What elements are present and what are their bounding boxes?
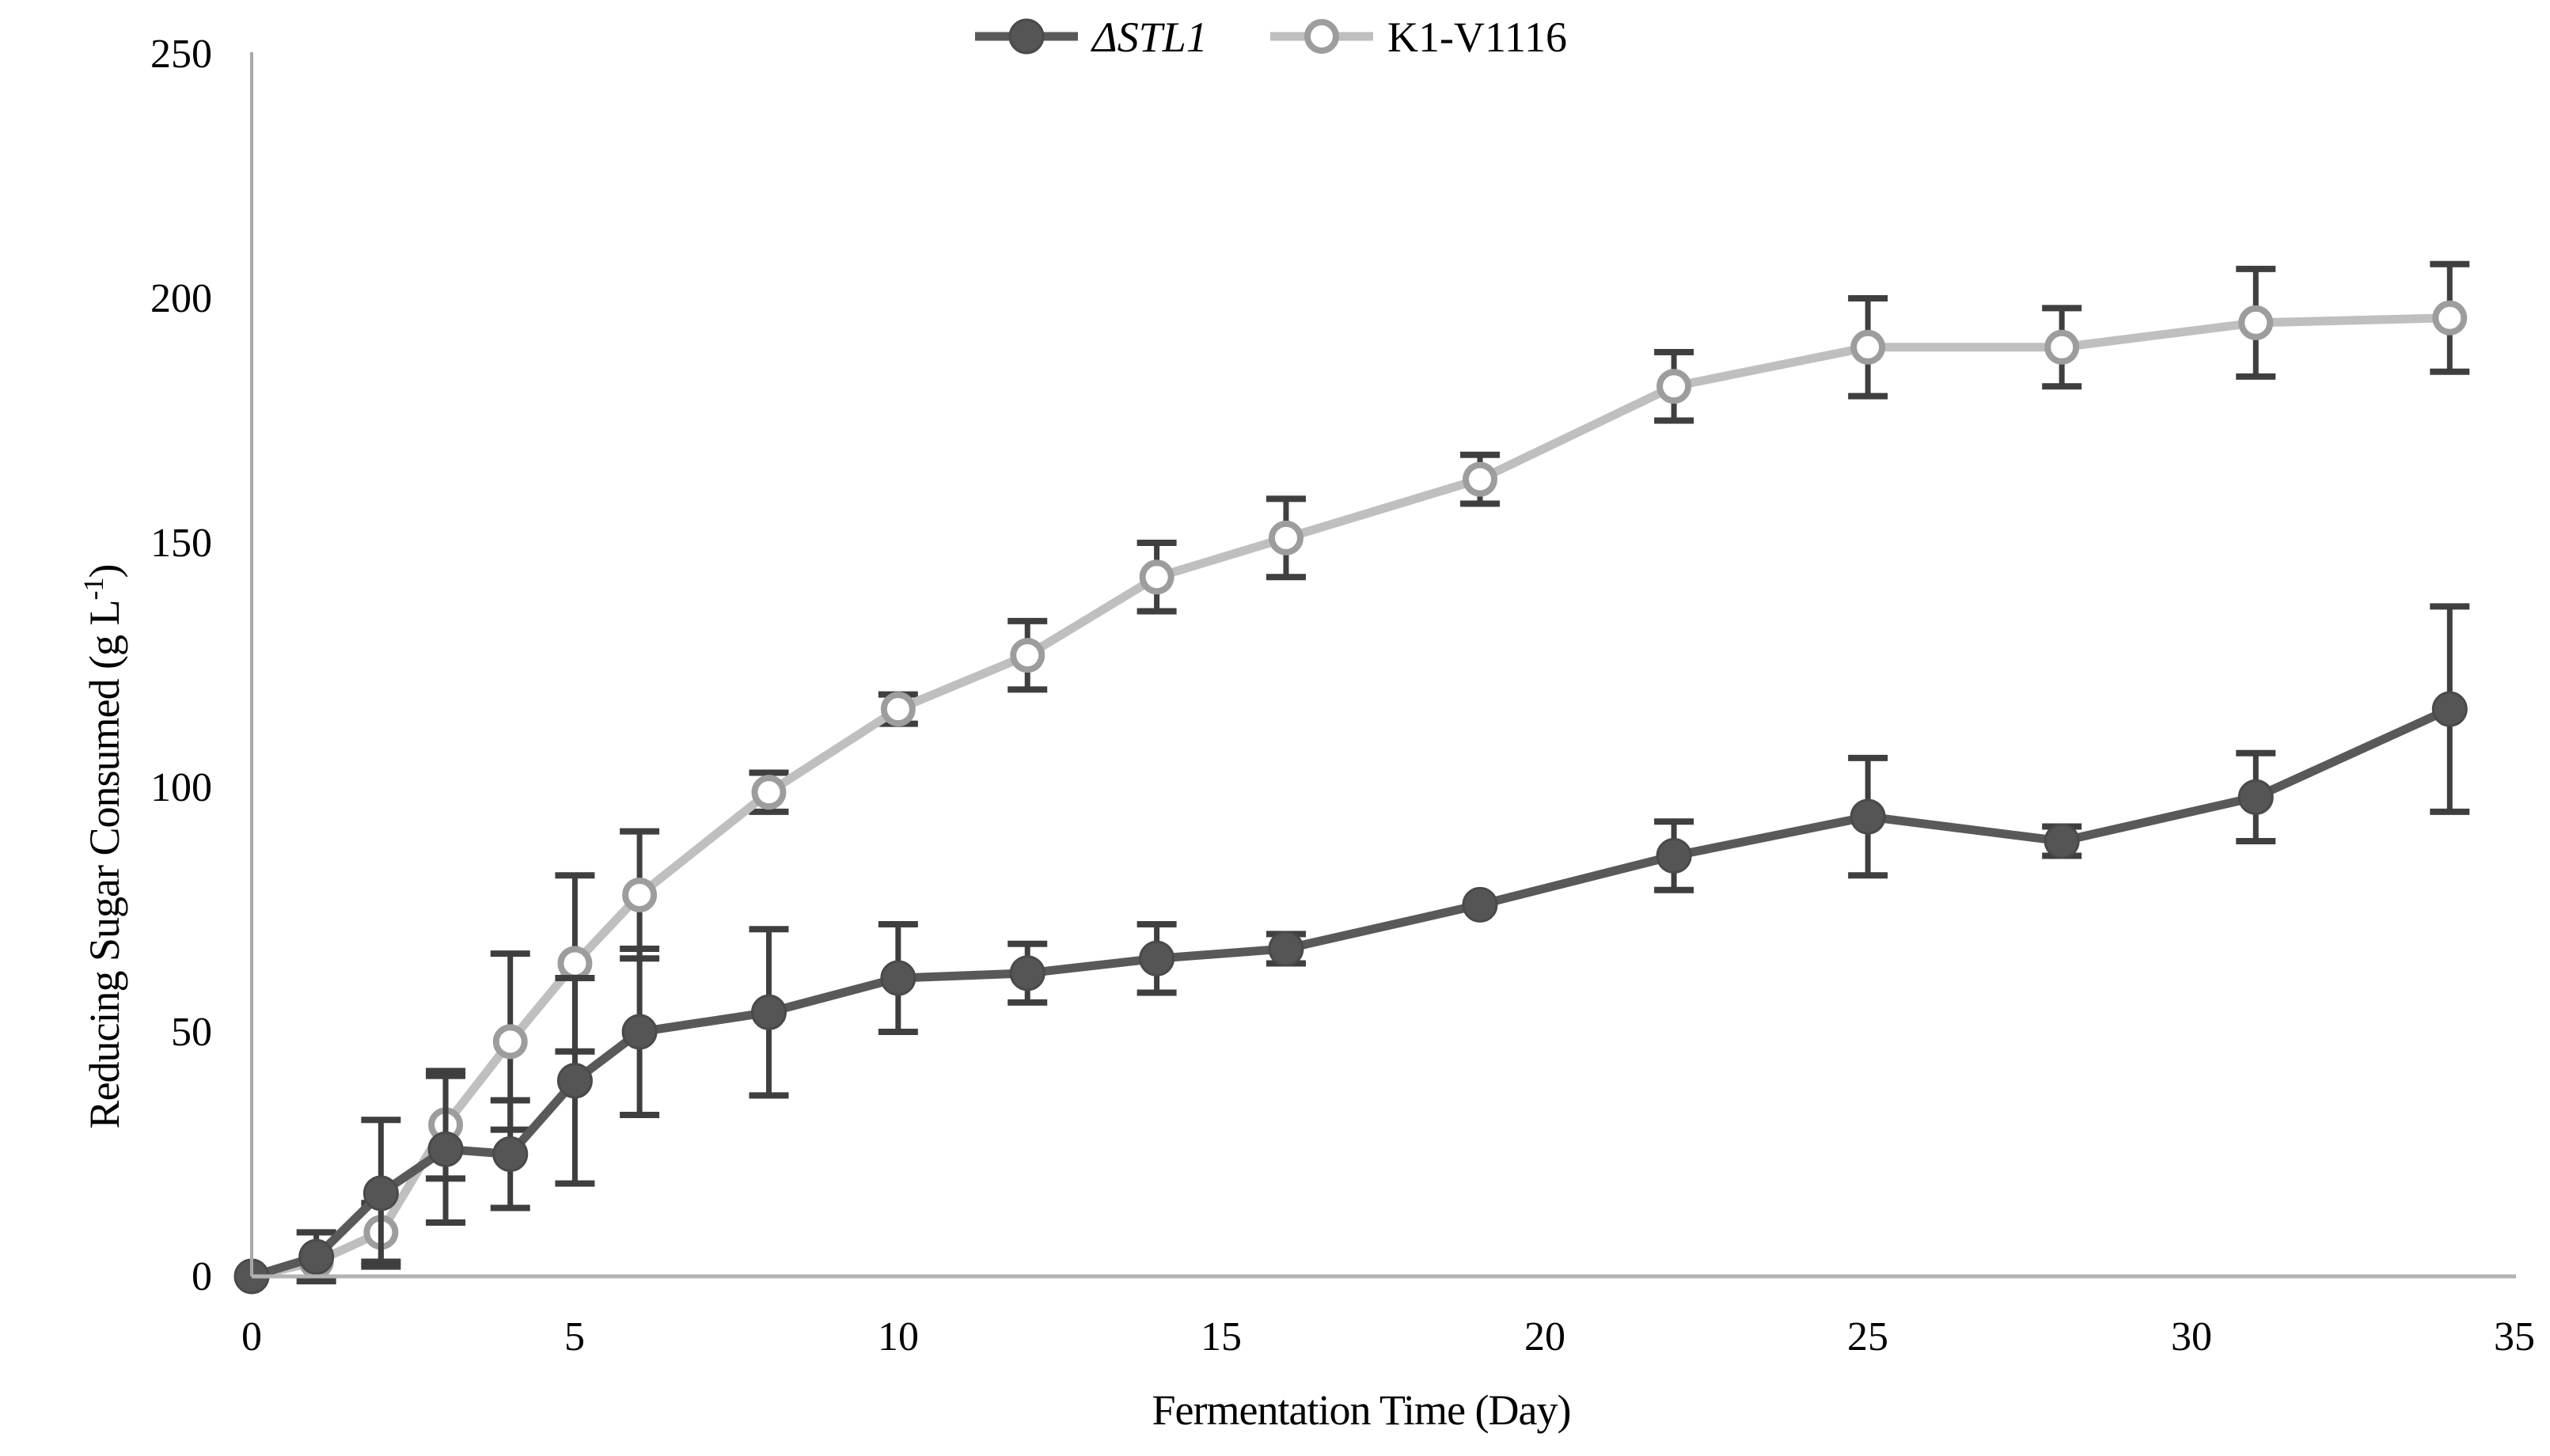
data-point-marker-filled bbox=[1139, 940, 1175, 976]
data-point-marker-open bbox=[1139, 559, 1174, 595]
data-point-marker-filled bbox=[750, 994, 787, 1030]
data-point-marker-filled bbox=[621, 1014, 658, 1050]
y-tick-label-150: 150 bbox=[150, 521, 212, 566]
y-tick-label-0: 0 bbox=[192, 1254, 212, 1299]
data-point-marker-filled bbox=[362, 1175, 399, 1211]
data-point-marker-filled bbox=[1268, 931, 1304, 967]
data-point-marker-filled bbox=[427, 1131, 464, 1167]
legend-open-circle-icon bbox=[1304, 19, 1339, 54]
data-point-marker-open bbox=[492, 1024, 528, 1060]
y-tick-label-100: 100 bbox=[150, 765, 212, 810]
data-point-marker-filled bbox=[2237, 779, 2274, 815]
y-tick-label-50: 50 bbox=[171, 1010, 212, 1055]
data-point-marker-filled bbox=[556, 1063, 593, 1099]
data-point-marker-open bbox=[1463, 461, 1498, 497]
data-point-marker-open bbox=[1268, 520, 1303, 555]
y-axis-title-close: ) bbox=[81, 565, 128, 578]
data-point-marker-filled bbox=[1656, 838, 1692, 874]
y-axis-title: Reducing Sugar Consumed (g L-1) bbox=[78, 565, 128, 1129]
x-tick-label-15: 15 bbox=[1201, 1314, 1242, 1359]
data-point-marker-open bbox=[622, 877, 658, 912]
data-point-marker-filled bbox=[880, 960, 916, 996]
data-point-marker-open bbox=[1656, 369, 1692, 404]
x-tick-label-5: 5 bbox=[564, 1314, 585, 1359]
data-point-marker-filled bbox=[1009, 955, 1045, 992]
data-point-marker-open bbox=[1850, 329, 1886, 365]
x-tick-label-10: 10 bbox=[878, 1314, 919, 1359]
x-tick-label-25: 25 bbox=[1847, 1314, 1888, 1359]
data-point-marker-open bbox=[751, 775, 787, 810]
y-axis-title-main: Reducing Sugar Consumed (g L bbox=[81, 601, 128, 1129]
x-tick-label-0: 0 bbox=[241, 1314, 262, 1359]
x-tick-label-20: 20 bbox=[1524, 1314, 1565, 1359]
data-point-marker-filled bbox=[298, 1238, 335, 1275]
data-point-marker-open bbox=[557, 946, 593, 981]
legend: ΔSTL1 K1-V1116 bbox=[975, 13, 1567, 61]
x-axis-title: Fermentation Time (Day) bbox=[1152, 1386, 1571, 1434]
data-point-marker-filled bbox=[2431, 691, 2468, 727]
data-point-marker-open bbox=[2432, 300, 2468, 336]
data-point-marker-filled bbox=[492, 1136, 529, 1172]
data-point-marker-open bbox=[1010, 638, 1045, 673]
data-point-marker-filled bbox=[2043, 823, 2080, 859]
legend-filled-circle-icon bbox=[1008, 18, 1045, 55]
x-tick-label-35: 35 bbox=[2494, 1314, 2535, 1359]
y-axis-title-superscript: -1 bbox=[78, 578, 109, 601]
data-point-marker-filled bbox=[1850, 798, 1886, 835]
x-tick-label-30: 30 bbox=[2171, 1314, 2212, 1359]
plot-area bbox=[233, 260, 2470, 1295]
data-point-marker-open bbox=[2044, 329, 2080, 365]
y-tick-label-200: 200 bbox=[150, 276, 212, 321]
legend-label-dstl1: ΔSTL1 bbox=[1091, 13, 1208, 61]
series-line-K1-V1116 bbox=[247, 313, 2454, 1281]
legend-label-k1v1116: K1-V1116 bbox=[1387, 13, 1567, 61]
y-tick-label-250: 250 bbox=[150, 32, 212, 77]
series-line-ΔSTL1 bbox=[247, 704, 2454, 1281]
data-point-marker-open bbox=[2238, 305, 2274, 340]
data-point-marker-filled bbox=[1462, 886, 1498, 923]
data-point-marker-open bbox=[880, 692, 916, 727]
